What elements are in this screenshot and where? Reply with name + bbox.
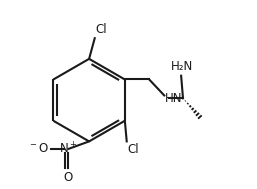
Text: Cl: Cl [96,23,107,36]
Text: $^-$O: $^-$O [27,142,49,155]
Text: O: O [64,171,73,184]
Text: H₂N: H₂N [171,60,193,73]
Text: Cl: Cl [128,143,139,156]
Text: N$^+$: N$^+$ [59,141,78,156]
Text: HN: HN [165,92,182,105]
